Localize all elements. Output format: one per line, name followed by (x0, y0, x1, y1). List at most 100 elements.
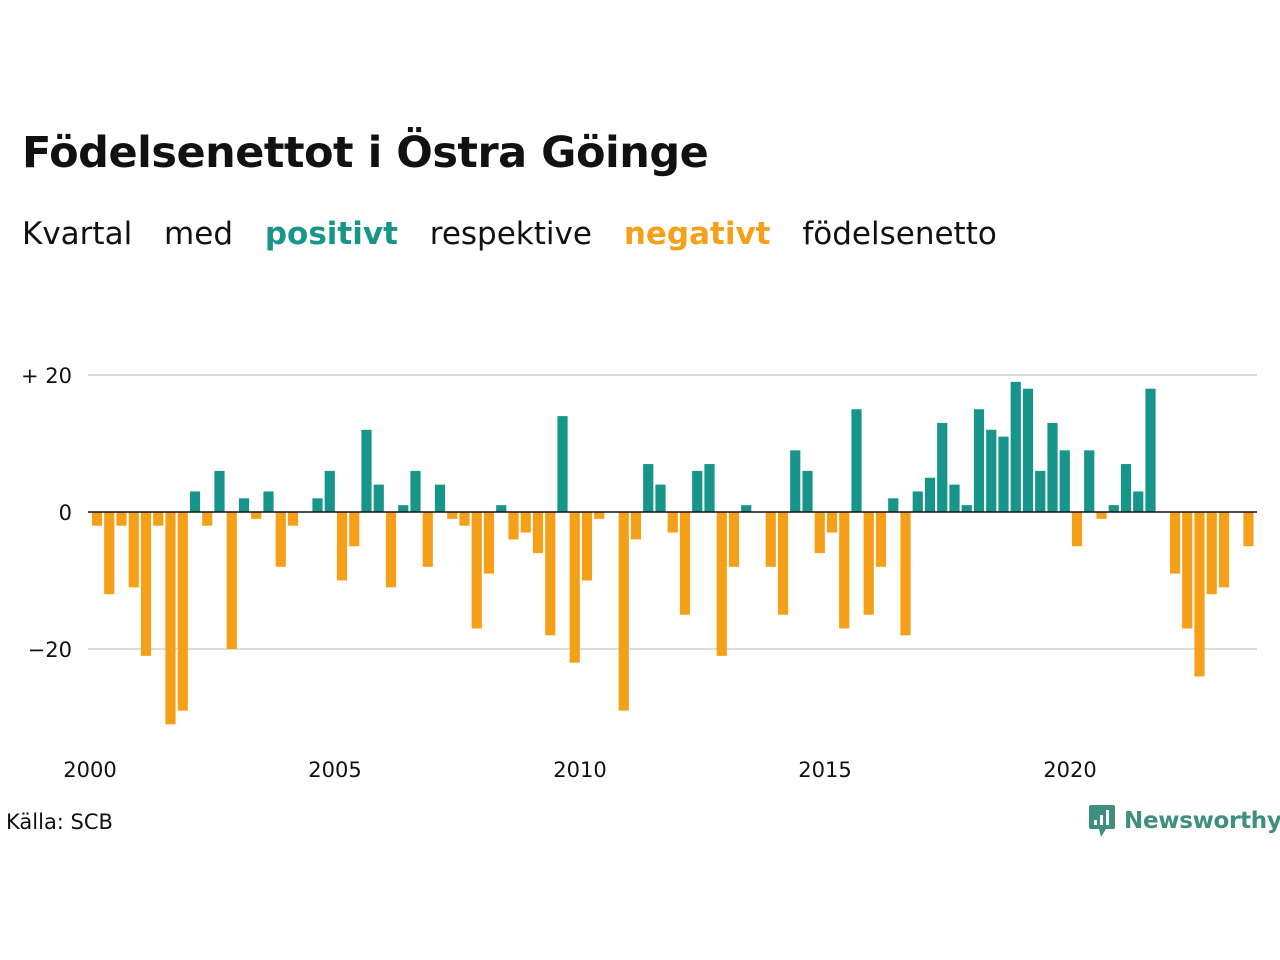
bar (851, 409, 862, 512)
bar (1218, 512, 1230, 588)
bar (361, 429, 372, 512)
x-tick-label: 2010 (553, 758, 606, 782)
subtitle-suffix: födelsenetto (802, 216, 997, 252)
bar (263, 491, 274, 512)
bar (459, 512, 470, 526)
bar (1084, 450, 1095, 512)
bar (177, 512, 188, 711)
bar (814, 512, 825, 554)
bar (569, 512, 580, 663)
bar (1059, 450, 1070, 512)
bar (863, 512, 874, 615)
x-tick-label: 2020 (1043, 758, 1096, 782)
bar (153, 512, 164, 526)
bar (238, 498, 250, 512)
bar (349, 512, 360, 547)
bar (973, 409, 985, 512)
bar (1022, 388, 1034, 512)
bar (520, 512, 531, 533)
bar (128, 512, 139, 588)
bar (410, 470, 421, 512)
bar (1145, 388, 1156, 512)
bar (594, 512, 605, 519)
bar (826, 512, 838, 533)
bar (949, 484, 960, 512)
subtitle-negative: negativt (623, 216, 771, 252)
bar (545, 512, 556, 636)
bar (91, 512, 103, 526)
bar (496, 505, 507, 512)
bar (1206, 512, 1217, 595)
bar (839, 512, 850, 629)
bar (373, 484, 384, 512)
bar (692, 470, 703, 512)
bar (643, 464, 654, 512)
bar (790, 450, 801, 512)
bar (802, 470, 813, 512)
bar (336, 512, 348, 581)
bar (741, 505, 752, 512)
chart-title: Födelsenettot i Östra Göinge (22, 128, 709, 178)
bar (140, 512, 152, 656)
bar (226, 512, 237, 649)
bar (1096, 512, 1107, 519)
subtitle-med: med (164, 216, 233, 252)
bar (1035, 470, 1046, 512)
bar (189, 491, 201, 512)
bar (398, 505, 409, 512)
subtitle-prefix: Kvartal (22, 216, 133, 252)
bar (1243, 512, 1254, 547)
newsworthy-chart-bubble-icon (1089, 805, 1115, 837)
source-note: Källa: SCB (6, 810, 113, 834)
bar (888, 498, 899, 512)
bar (165, 512, 176, 725)
bar (312, 498, 323, 512)
bar (202, 512, 213, 526)
logo-text: Newsworthy (1124, 808, 1280, 834)
bar (1010, 381, 1021, 512)
bar (1047, 422, 1058, 512)
bar (385, 512, 397, 588)
bar (630, 512, 642, 540)
bar (937, 422, 948, 512)
bar (1169, 512, 1181, 574)
bar (912, 491, 923, 512)
bar (900, 512, 911, 636)
x-tick-label: 2005 (308, 758, 361, 782)
subtitle-middle: respektive (429, 216, 592, 252)
bar (875, 512, 887, 567)
bar (924, 477, 936, 512)
y-tick-label: 0 (59, 501, 72, 525)
bar (618, 512, 629, 711)
bar (251, 512, 262, 519)
chart-subtitle: Kvartal med positivt respektive negativt… (22, 216, 1019, 253)
bar (324, 470, 335, 512)
y-tick-label: + 20 (21, 364, 72, 388)
bar (1133, 491, 1144, 512)
bar (704, 464, 715, 512)
bar (728, 512, 740, 567)
bar (557, 416, 568, 512)
bar (1194, 512, 1205, 677)
bar (998, 436, 1009, 512)
x-tick-label: 2015 (798, 758, 851, 782)
bar (275, 512, 286, 567)
y-tick-label: −20 (28, 638, 72, 662)
bar (214, 470, 225, 512)
bar (986, 429, 997, 512)
bar (508, 512, 519, 540)
bar (716, 512, 727, 656)
bar (532, 512, 544, 554)
bar (961, 505, 972, 512)
bar (777, 512, 789, 615)
bar (116, 512, 127, 526)
bar (471, 512, 482, 629)
x-tick-label: 2000 (63, 758, 116, 782)
bar (447, 512, 458, 519)
bar (1071, 512, 1083, 547)
bar (679, 512, 691, 615)
newsworthy-logo: Newsworthy (1088, 804, 1280, 838)
bar (287, 512, 299, 526)
bar (581, 512, 593, 581)
